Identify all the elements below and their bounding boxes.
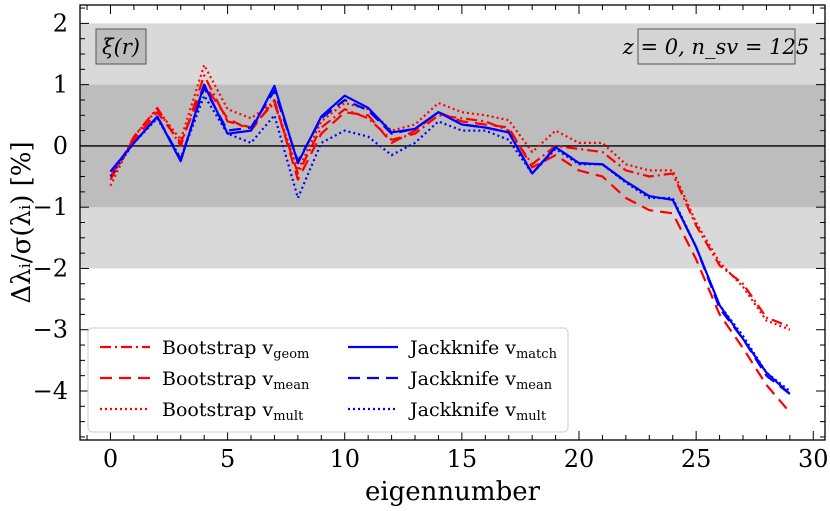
x-tick-label: 0 <box>103 445 118 473</box>
x-tick-label: 10 <box>329 445 360 473</box>
legend-label: Jackknife vmean <box>408 368 553 393</box>
legend-frame <box>87 327 569 433</box>
axis-ticks: 0 5 10 15 20 25 30 −4 −3 −2 −1 0 1 2 <box>33 5 829 473</box>
y-tick-label: 1 <box>53 71 68 99</box>
y-tick-label: 0 <box>53 132 68 160</box>
legend: Bootstrap vgeom Bootstrap vmean Bootstrap … <box>87 327 569 433</box>
y-tick-label: −3 <box>33 316 68 344</box>
y-tick-label: −4 <box>33 377 68 405</box>
series-line-jackknife-mult <box>109 94 791 392</box>
annotation-right-box: z = 0, n_sv = 125 <box>622 28 809 65</box>
x-tick-label: 20 <box>564 445 595 473</box>
y-axis-title: Δλᵢ/σ(λᵢ) [%] <box>7 141 37 303</box>
x-tick-label: 5 <box>220 445 235 473</box>
x-axis-title: eigennumber <box>365 477 541 507</box>
annotation-right-text: z = 0, n_sv = 125 <box>622 35 809 59</box>
y-tick-label: −2 <box>33 254 68 282</box>
x-tick-label: 30 <box>798 445 829 473</box>
legend-label: Jackknife vmult <box>408 399 547 424</box>
y-tick-label: −1 <box>33 193 68 221</box>
annotation-left-box: ξ(r) <box>95 28 147 65</box>
x-tick-label: 25 <box>681 445 712 473</box>
series-layer <box>109 63 791 414</box>
legend-label: Jackknife vmatch <box>408 337 558 362</box>
legend-label: Bootstrap vgeom <box>162 337 309 362</box>
legend-label: Bootstrap vmult <box>162 399 304 424</box>
x-tick-label: 15 <box>447 445 478 473</box>
legend-label: Bootstrap vmean <box>162 368 310 393</box>
y-tick-label: 2 <box>53 9 68 37</box>
annotation-left-text: ξ(r) <box>102 35 140 59</box>
series-line-bootstrap-mean <box>109 83 791 414</box>
